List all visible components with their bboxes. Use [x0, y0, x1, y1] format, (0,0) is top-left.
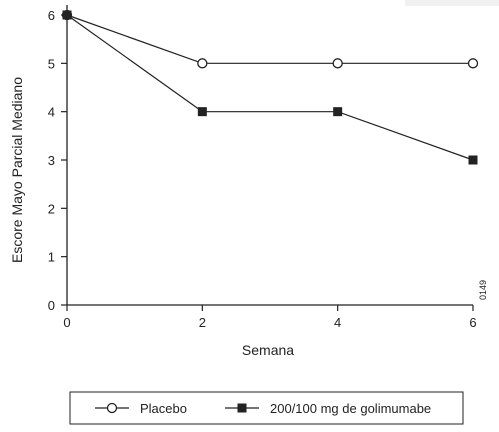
- series-0-point-3: [467, 58, 479, 69]
- y-tick-label-1: 1: [48, 250, 55, 265]
- x-tick-label-0: 0: [63, 315, 70, 330]
- series-layer: [61, 9, 479, 165]
- legend-label-0: Placebo: [140, 401, 187, 416]
- y-tick-label-6: 6: [48, 8, 55, 23]
- series-line-0: [66, 14, 473, 64]
- series-1: [66, 14, 474, 161]
- legend-marker-1: [237, 403, 247, 413]
- legend-item-0: Placebo: [95, 401, 187, 416]
- y-axis-title: Escore Mayo Parcial Mediano: [9, 77, 25, 263]
- y-tick-label-5: 5: [48, 56, 55, 71]
- y-tick-label-4: 4: [48, 105, 55, 120]
- legend-items: Placebo 200/100 mg de golimumabe: [95, 401, 431, 416]
- series-line-1: [66, 14, 474, 161]
- x-tick-label-2: 2: [199, 315, 206, 330]
- y-tick-label-2: 2: [48, 201, 55, 216]
- legend: Placebo 200/100 mg de golimumabe: [69, 391, 464, 425]
- x-tick-label-4: 4: [334, 315, 341, 330]
- series-1-point-1: [197, 107, 207, 117]
- axes: [66, 5, 473, 306]
- series-1-point-3: [468, 155, 478, 165]
- corner-shade: [405, 0, 499, 6]
- series-1-point-0: [62, 10, 72, 20]
- x-tick-label-6: 6: [469, 315, 476, 330]
- series-1-point-2: [333, 107, 343, 117]
- legend-label-1: 200/100 mg de golimumabe: [270, 401, 431, 416]
- series-0: [66, 14, 473, 64]
- series-markers-1: [62, 10, 478, 165]
- series-0-point-1: [197, 58, 208, 69]
- legend-marker-0: [106, 402, 118, 414]
- legend-box: [69, 391, 464, 425]
- x-axis-title: Semana: [242, 342, 294, 358]
- legend-item-1: 200/100 mg de golimumabe: [225, 401, 431, 416]
- series-0-point-2: [332, 58, 343, 69]
- x-ticks: 0 2 4 6: [63, 305, 477, 330]
- y-tick-label-0: 0: [48, 298, 55, 313]
- figure-code: 0149: [478, 280, 488, 300]
- y-tick-label-3: 3: [48, 153, 55, 168]
